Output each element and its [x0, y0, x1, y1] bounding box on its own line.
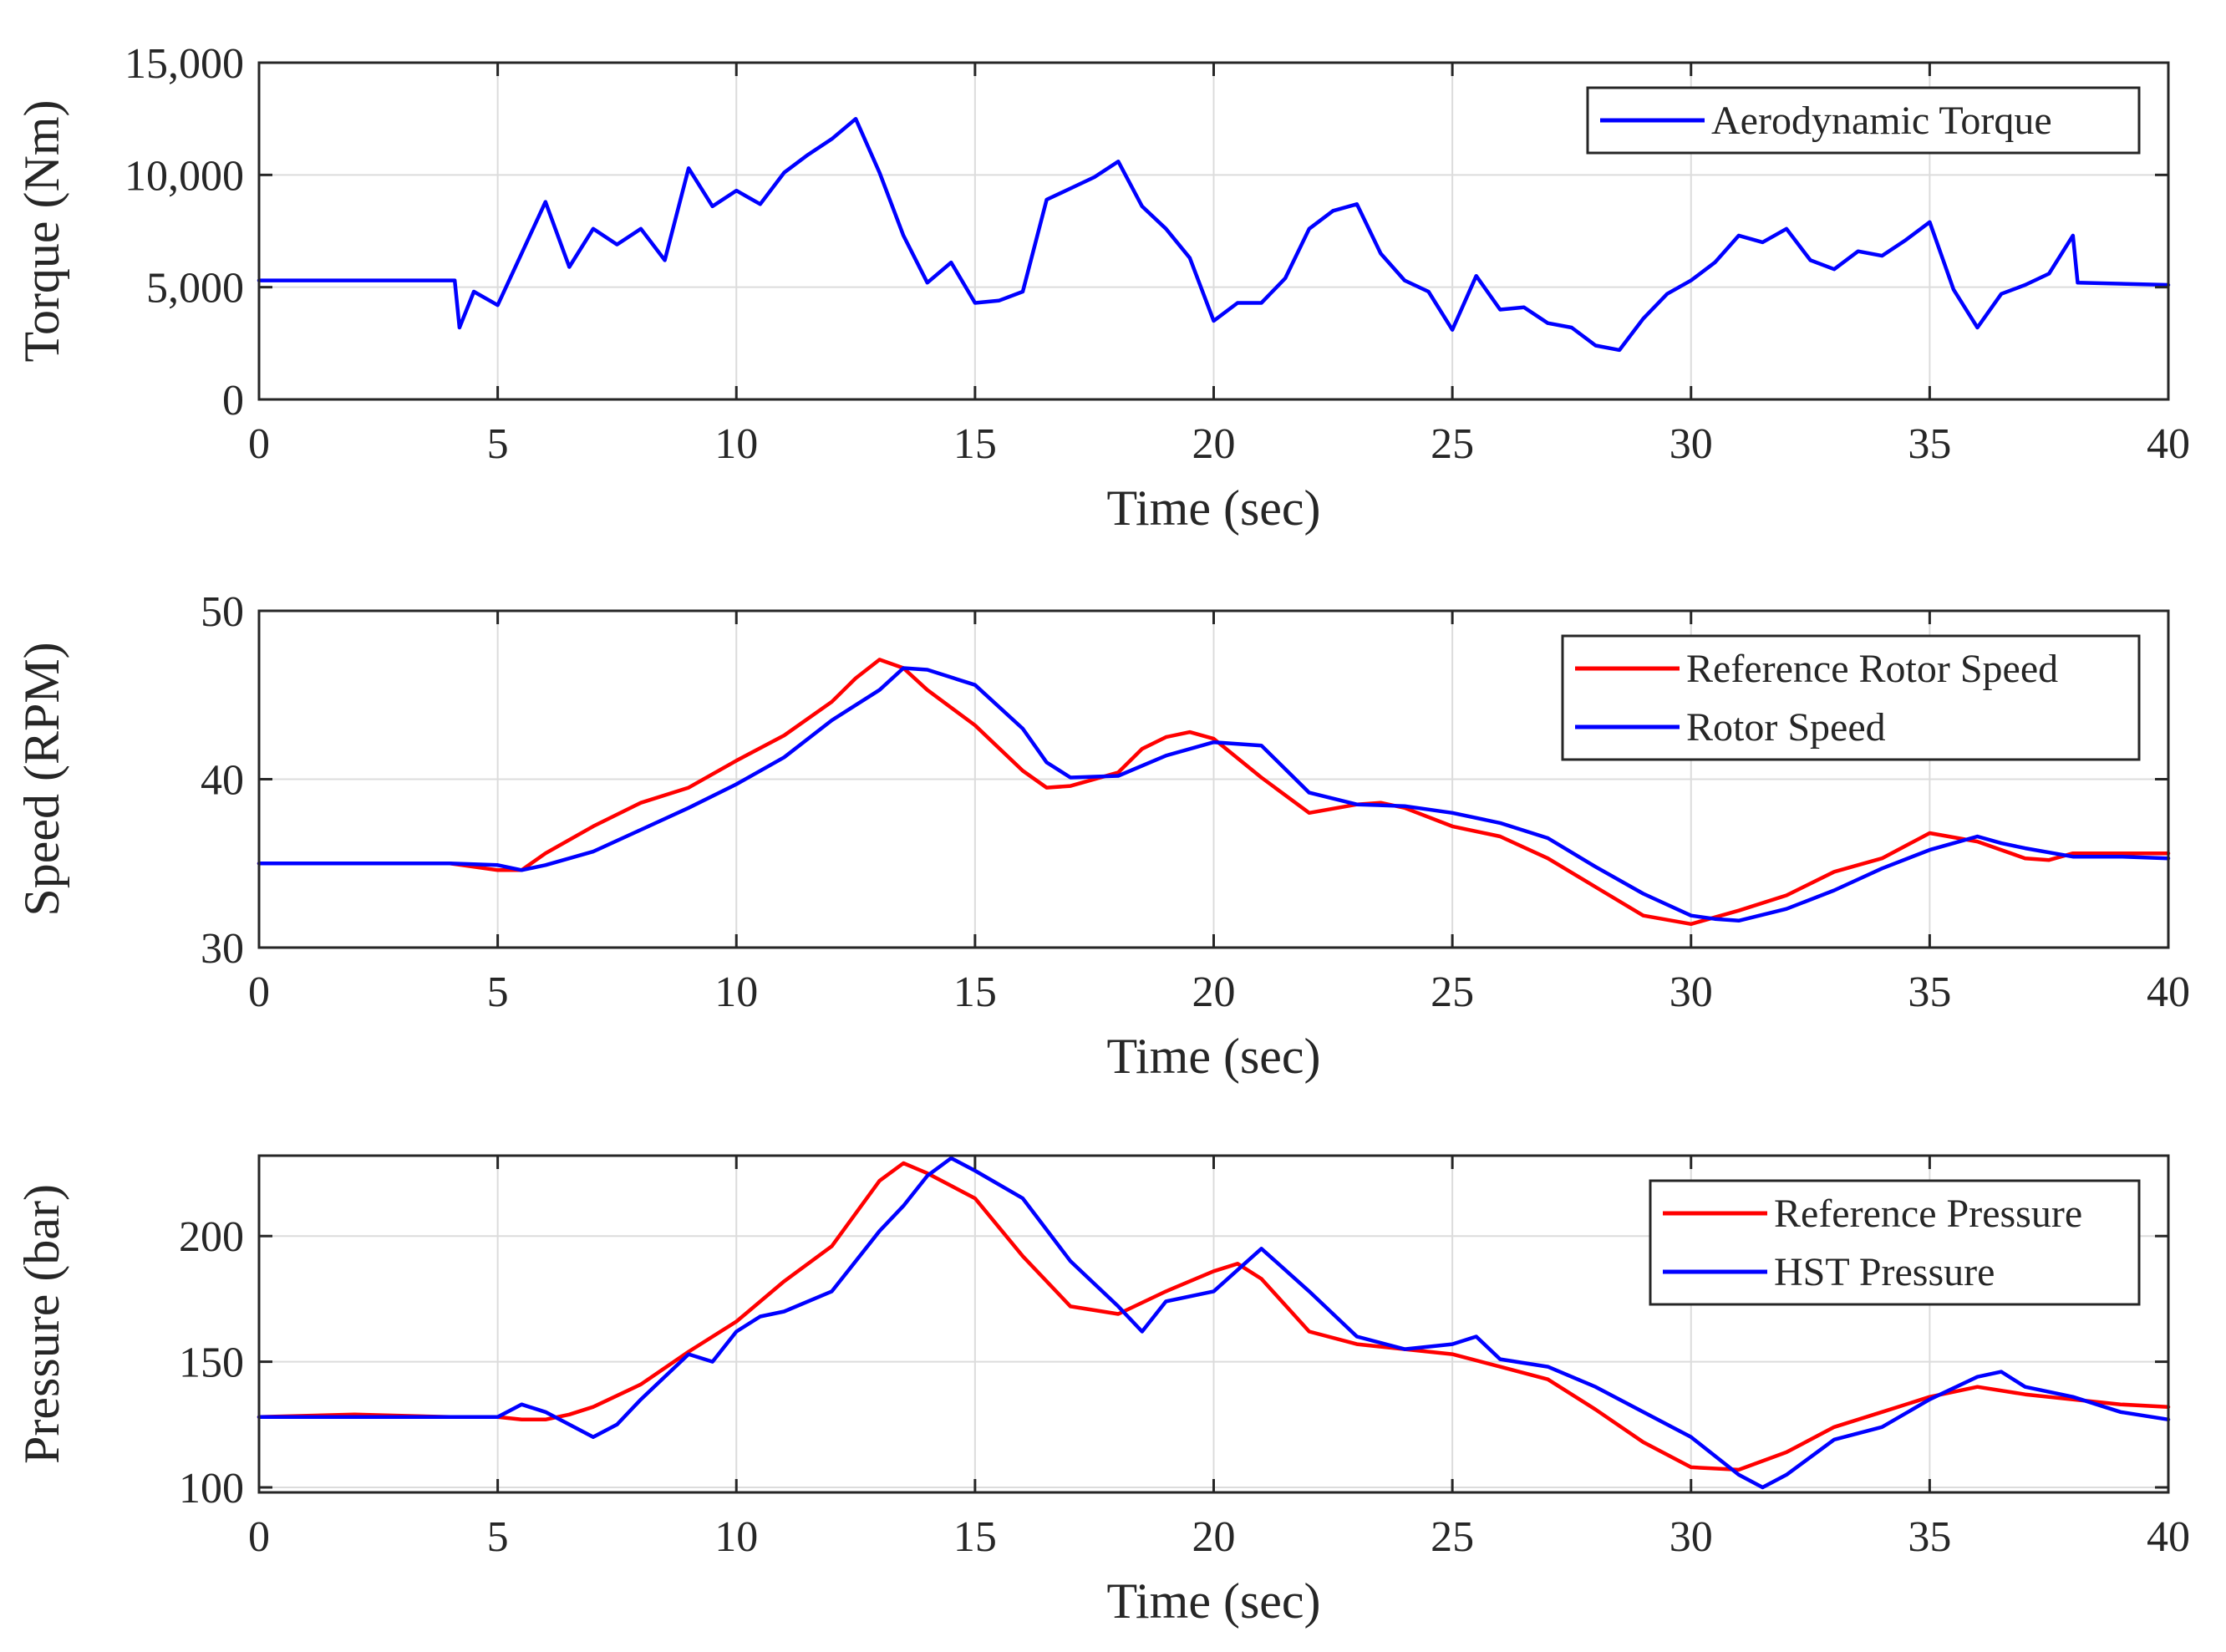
x-tick-label: 0	[248, 968, 270, 1016]
x-tick-label: 30	[1670, 968, 1713, 1016]
chart-panel-2: 0 5 10 15 20 25 30 35 40 30 40 50 Time (sec) Speed (R…	[14, 588, 2190, 1084]
series-line-aerodynamic-torque	[257, 116, 2171, 353]
legend-label: HST Pressure	[1774, 1250, 1995, 1294]
series-line-hst-pressure	[257, 1156, 2171, 1490]
y-tick-label: 200	[179, 1213, 244, 1261]
legend-label: Rotor Speed	[1686, 705, 1886, 750]
y-axis-label: Torque (Nm)	[14, 99, 69, 362]
x-tick-label: 10	[714, 420, 758, 468]
x-tick-label: 0	[248, 1513, 270, 1561]
y-tick-label: 5,000	[146, 265, 244, 313]
x-tick-label: 40	[2147, 420, 2190, 468]
x-tick-label: 20	[1192, 420, 1236, 468]
x-tick-label: 35	[1908, 420, 1951, 468]
x-tick-label: 35	[1908, 1513, 1951, 1561]
legend: Reference Pressure HST Pressure	[1649, 1179, 2141, 1306]
legend-box	[1561, 634, 2141, 761]
x-tick-label: 5	[487, 1513, 509, 1561]
y-tick-label: 15,000	[125, 40, 244, 88]
x-axis-label: Time (sec)	[1106, 480, 1320, 536]
series-line-reference-pressure	[257, 1161, 2171, 1472]
y-tick-label: 150	[179, 1339, 244, 1387]
x-tick-label: 15	[953, 1513, 997, 1561]
x-tick-label: 25	[1431, 1513, 1474, 1561]
x-tick-label: 10	[714, 968, 758, 1016]
chart-panel-1: 0 5 10 15 20 25 30 35 40 0 5,000 10,000 15,000 Time (…	[14, 40, 2190, 536]
x-tick-label: 25	[1431, 420, 1474, 468]
legend-label: Reference Rotor Speed	[1686, 647, 2058, 691]
y-axis-label: Speed (RPM)	[14, 642, 69, 916]
series-line-rotor-speed	[257, 666, 2171, 923]
x-tick-label: 5	[487, 968, 509, 1016]
x-tick-label: 0	[248, 420, 270, 468]
y-tick-label: 40	[201, 757, 244, 805]
x-tick-label: 40	[2147, 1513, 2190, 1561]
x-tick-label: 5	[487, 420, 509, 468]
x-tick-label: 20	[1192, 1513, 1236, 1561]
x-tick-label: 35	[1908, 968, 1951, 1016]
y-tick-label: 50	[201, 588, 244, 636]
x-tick-label: 25	[1431, 968, 1474, 1016]
x-tick-label: 20	[1192, 968, 1236, 1016]
x-axis-label: Time (sec)	[1106, 1573, 1320, 1629]
x-tick-label: 30	[1670, 1513, 1713, 1561]
y-tick-label: 100	[179, 1465, 244, 1512]
x-tick-label: 15	[953, 968, 997, 1016]
legend-box	[1649, 1179, 2141, 1306]
y-axis-label: Pressure (bar)	[14, 1184, 69, 1464]
x-tick-label: 15	[953, 420, 997, 468]
y-tick-label: 10,000	[125, 152, 244, 200]
y-tick-label: 30	[201, 925, 244, 973]
x-tick-label: 30	[1670, 420, 1713, 468]
legend: Reference Rotor Speed Rotor Speed	[1561, 634, 2141, 761]
legend-label: Aerodynamic Torque	[1711, 99, 2052, 143]
x-tick-label: 10	[714, 1513, 758, 1561]
legend: Aerodynamic Torque	[1586, 86, 2141, 155]
y-tick-label: 0	[222, 377, 244, 424]
legend-label: Reference Pressure	[1774, 1192, 2082, 1236]
series-line-reference-rotor-speed	[257, 658, 2171, 927]
chart-panel-3: 0 5 10 15 20 25 30 35 40 100 150 200 Time (sec) Press…	[14, 1154, 2190, 1629]
x-tick-label: 40	[2147, 968, 2190, 1016]
x-axis-label: Time (sec)	[1106, 1029, 1320, 1084]
